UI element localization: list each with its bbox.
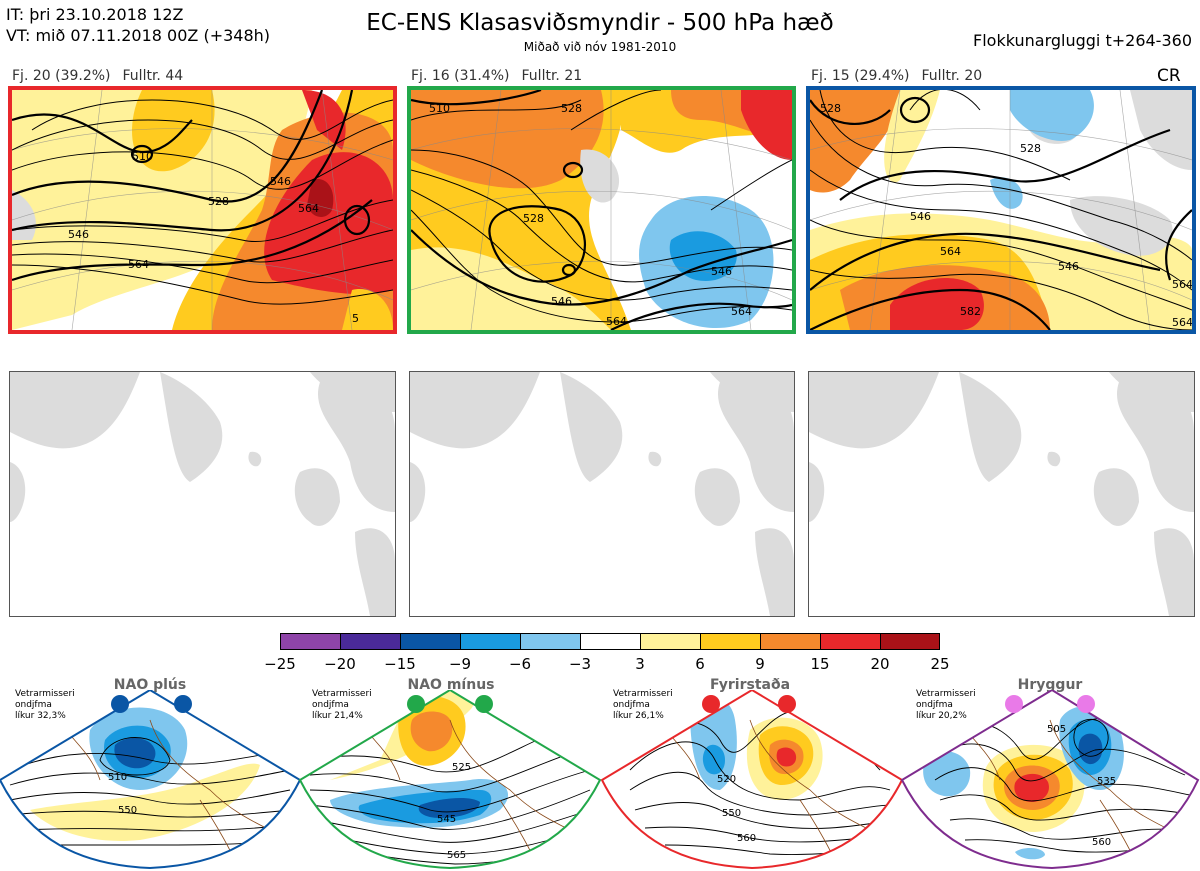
- colorbar-tick-label: 15: [810, 655, 830, 673]
- contour-label: 564: [940, 245, 961, 258]
- cluster-3-caption: Fj. 15 (29.4%) Fulltr. 20: [811, 68, 994, 84]
- regime-contour-label: 565: [447, 850, 466, 861]
- colorbar-swatch: [820, 633, 880, 650]
- colorbar-tick-label: 3: [635, 655, 645, 673]
- regime-1-info: Vetrarmisseri ondjfma líkur 32,3%: [15, 689, 75, 721]
- cluster-1-map: 510 528 546 564 546 564 5: [8, 86, 397, 334]
- regime-3-title: Fyrirstaða: [709, 677, 791, 693]
- contour-label: 546: [551, 295, 572, 308]
- colorbar-swatch: [640, 633, 700, 650]
- contour-label: 528: [523, 212, 544, 225]
- regime-2-dot-right: [475, 695, 493, 713]
- contour-label: 564: [128, 258, 149, 271]
- colorbar-tick-label: 25: [930, 655, 950, 673]
- colorbar-tick-label: 20: [870, 655, 890, 673]
- contour-label: 546: [711, 265, 732, 278]
- contour-label: 528: [820, 102, 841, 115]
- regime-contour-label: 520: [717, 774, 736, 785]
- colorbar-tick-label: −6: [508, 655, 532, 673]
- colorbar-tick-label: −15: [384, 655, 416, 673]
- colorbar-tick-label: −9: [448, 655, 472, 673]
- contour-label: 582: [960, 305, 981, 318]
- regime-contour-label: 525: [452, 762, 471, 773]
- contour-label: 546: [270, 175, 291, 188]
- colorbar-tick-label: −20: [324, 655, 356, 673]
- cluster-3-map: 528 528 546 564 546 582 564 564: [806, 86, 1196, 334]
- regime-4-dot-left: [1005, 695, 1023, 713]
- regime-contour-label: 560: [1092, 837, 1111, 848]
- contour-label: 564: [731, 305, 752, 318]
- cluster-1-caption: Fj. 20 (39.2%) Fulltr. 44: [12, 68, 195, 84]
- regime-1-title: NAO plús: [113, 677, 187, 693]
- regime-maps: 510 550 525 545 565: [0, 690, 1200, 870]
- cluster-2-label: Fj. 16 (31.4%): [411, 68, 510, 84]
- cluster-2-rep: Fulltr. 21: [521, 68, 583, 84]
- regime-contour-label: 550: [118, 805, 137, 816]
- lower-map-2: [409, 371, 795, 617]
- regime-2-info: Vetrarmisseri ondjfma líkur 21,4%: [312, 689, 372, 721]
- regime-3-info: Vetrarmisseri ondjfma líkur 26,1%: [613, 689, 673, 721]
- contour-label: 528: [561, 102, 582, 115]
- regime-contour-label: 535: [1097, 776, 1116, 787]
- init-time: IT: þri 23.10.2018 12Z: [6, 5, 184, 24]
- lower-map-3: [808, 371, 1195, 617]
- colorbar-tick-label: −25: [264, 655, 296, 673]
- regime-2-dot-left: [407, 695, 425, 713]
- regime-1-dot-left: [111, 695, 129, 713]
- contour-label: 564: [1172, 316, 1192, 329]
- colorbar-swatch: [280, 633, 340, 650]
- regime-contour-label: 550: [722, 808, 741, 819]
- regime-4-dot-right: [1077, 695, 1095, 713]
- page-subtitle: Miðað við nóv 1981-2010: [523, 40, 677, 54]
- cluster-3-label: Fj. 15 (29.4%): [811, 68, 910, 84]
- colorbar-swatch: [340, 633, 400, 650]
- regime-3-dot-right: [778, 695, 796, 713]
- cluster-3-rep: Fulltr. 20: [921, 68, 983, 84]
- cluster-1-rep: Fulltr. 44: [122, 68, 184, 84]
- page-title: EC-ENS Klasasviðsmyndir - 500 hPa hæð: [366, 10, 834, 36]
- regime-contour-label: 545: [437, 814, 456, 825]
- valid-time: VT: mið 07.11.2018 00Z (+348h): [6, 26, 271, 45]
- colorbar-swatch: [700, 633, 760, 650]
- regime-contour-label: 505: [1047, 724, 1066, 735]
- colorbar-swatch: [580, 633, 640, 650]
- lower-map-1: [9, 371, 396, 617]
- cluster-1-label: Fj. 20 (39.2%): [12, 68, 111, 84]
- contour-label: 5: [352, 312, 359, 325]
- cluster-2-map: 510 528 528 546 546 564 564: [407, 86, 796, 334]
- contour-label: 528: [1020, 142, 1041, 155]
- colorbar-tick-label: 6: [695, 655, 705, 673]
- regime-contour-label: 510: [108, 772, 127, 783]
- contour-label: 510: [429, 102, 450, 115]
- colorbar-swatch: [760, 633, 820, 650]
- header-times: IT: þri 23.10.2018 12Z VT: mið 07.11.201…: [6, 4, 270, 46]
- classification-window: Flokkunargluggi t+264-360: [973, 31, 1192, 50]
- contour-label: 546: [68, 228, 89, 241]
- corner-label: CR: [1157, 66, 1181, 86]
- contour-label: 528: [208, 195, 229, 208]
- colorbar-tick-label: 9: [755, 655, 765, 673]
- contour-label: 546: [1058, 260, 1079, 273]
- contour-label: 564: [1172, 278, 1192, 291]
- regime-4-title: Hryggur: [1017, 677, 1083, 693]
- colorbar-tick-label: −3: [568, 655, 592, 673]
- colorbar-swatch: [400, 633, 460, 650]
- contour-label: 510: [132, 150, 153, 163]
- regime-1-dot-right: [174, 695, 192, 713]
- regime-3-dot-left: [702, 695, 720, 713]
- colorbar-swatch: [460, 633, 520, 650]
- regime-contour-label: 560: [737, 833, 756, 844]
- cluster-2-caption: Fj. 16 (31.4%) Fulltr. 21: [411, 68, 594, 84]
- contour-label: 564: [606, 315, 627, 328]
- colorbar-swatch: [880, 633, 940, 650]
- regime-4-info: Vetrarmisseri ondjfma líkur 20,2%: [916, 689, 976, 721]
- contour-label: 546: [910, 210, 931, 223]
- colorbar-swatch: [520, 633, 580, 650]
- regime-2-title: NAO mínus: [407, 677, 495, 693]
- contour-label: 564: [298, 202, 319, 215]
